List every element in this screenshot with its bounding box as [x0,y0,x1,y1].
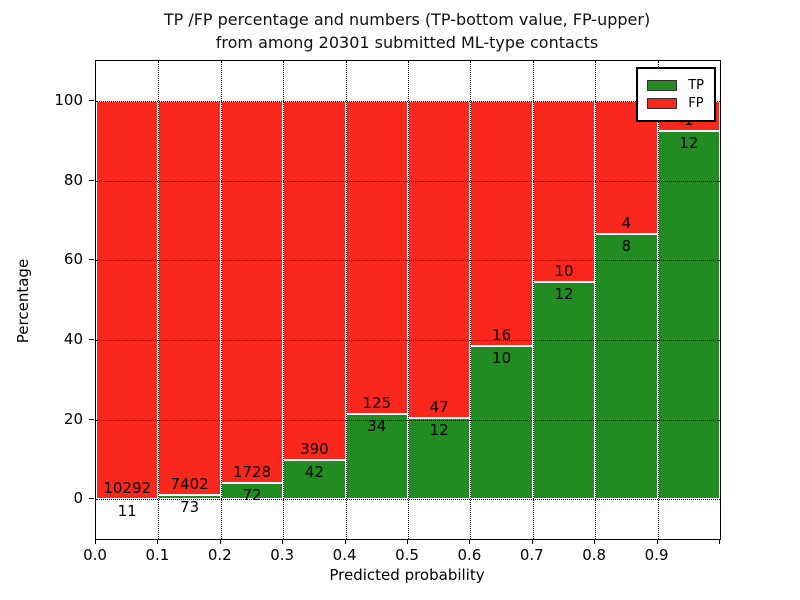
gridline-vertical [158,61,160,539]
x-axis-tick-label: 0.4 [332,546,357,564]
bar-label-fp: 7402 [170,475,209,494]
x-axis-tick-label: 0.0 [83,546,107,564]
y-axis-tick-label: 80 [63,170,83,189]
bar-segment-fp [283,100,346,461]
plot-area: 10292 11 7402 73 1728 72 390 42 125 34 47 12 16 10 10 1… [95,60,721,540]
legend-row: TP [647,78,704,93]
bar-label-fp: 10292 [103,478,152,497]
x-axis-tick [95,539,96,544]
x-axis-tick [157,539,159,544]
y-axis-tick [89,99,94,101]
bar-label-tp: 42 [304,463,324,482]
gridline-vertical [283,61,285,539]
bar-segment-tp [595,233,658,500]
bar-label-tp: 12 [679,134,699,153]
bar-label-tp: 8 [621,236,632,255]
bar-label-tp: 11 [117,501,137,520]
bar-segment-fp [220,100,284,484]
chart-title-line1: TP /FP percentage and numbers (TP-bottom… [163,10,651,29]
y-axis-tick-label: 60 [63,250,83,269]
x-axis-tick-label: 0.2 [207,546,232,564]
x-axis-tick [594,539,596,544]
legend-row: FP [647,96,704,111]
bar-segment-tp [470,345,533,500]
x-axis-tick [719,539,720,544]
gridline-vertical [532,61,534,539]
gridline-vertical [470,61,472,539]
legend-label-tp: TP [688,78,704,93]
legend-label-fp: FP [688,96,704,111]
bar-segment-fp [158,100,221,496]
bar-label-tp: 72 [242,486,262,505]
legend-swatch-fp [647,98,678,109]
y-axis-tick [89,179,94,181]
x-axis-tick-label: 0.8 [582,546,607,564]
bar-segment-fp [96,100,159,499]
y-axis-label: Percentage [14,258,32,344]
bar-label-fp: 4 [621,213,632,232]
bar-segment-fp [470,100,533,346]
x-axis-tick-label: 0.7 [519,546,544,564]
x-axis-tick-label: 0.6 [457,546,482,564]
y-axis-tick-label: 0 [73,489,83,508]
chart-title-line2: from among 20301 submitted ML-type conta… [215,33,599,52]
gridline-vertical [408,61,409,539]
x-axis-label: Predicted probability [329,566,485,584]
bar-segment-tp [283,460,346,500]
x-axis-tick [656,539,658,544]
x-axis-tick [531,539,533,544]
bar-label-fp: 390 [300,440,329,459]
y-axis-tick-label: 20 [63,409,83,428]
bar-segment-fp [345,100,408,414]
gridline-vertical [220,61,222,539]
gridline-vertical [595,61,597,539]
x-axis-tick-label: 0.9 [644,546,669,564]
bar-label-fp: 1728 [232,463,272,482]
bar-label-fp: 125 [362,394,392,412]
x-axis-tick-label: 0.1 [145,546,170,564]
legend-swatch-tp [647,80,678,91]
bar-segment-tp [657,131,720,500]
bar-segment-tp [345,413,408,500]
bar-label-tp: 12 [429,421,449,440]
x-axis-tick-label: 0.3 [270,546,295,564]
gridline-vertical [345,61,347,539]
chart-title: TP /FP percentage and numbers (TP-bottom… [95,8,719,54]
x-axis-tick [282,539,284,544]
y-axis-tick [89,259,94,261]
x-axis-tick [407,539,408,544]
x-axis-tick [344,539,346,544]
bar-label-tp: 12 [554,284,574,303]
y-axis-tick [89,498,94,500]
y-axis-tick-label: 40 [63,329,83,348]
bar-segment-tp [532,281,596,500]
bar-label-fp: 16 [492,325,512,344]
x-axis-tick-label: 0.5 [395,546,419,564]
bar-label-tp: 34 [367,416,387,435]
bar-label-fp: 10 [554,261,574,280]
x-axis-tick [469,539,471,544]
bar-label-tp: 10 [492,348,512,367]
y-axis-tick [89,338,94,340]
bar-label-tp: 73 [180,498,200,517]
legend: TP FP [636,67,716,122]
x-axis-tick [219,539,221,544]
gridline-vertical [657,61,659,539]
y-axis-tick [89,418,94,420]
y-axis-tick-label: 100 [54,90,83,109]
bar-label-fp: 47 [429,398,449,417]
bar-segment-fp [532,100,596,282]
